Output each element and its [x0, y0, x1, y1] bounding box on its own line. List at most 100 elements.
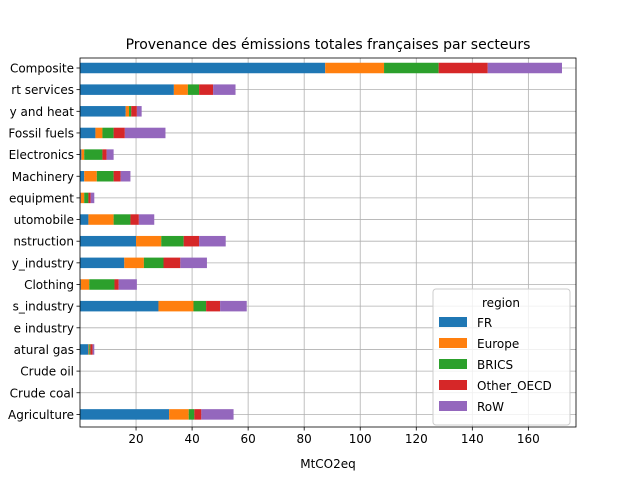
y-tick-label: atural gas: [14, 343, 74, 357]
bar-row-5: [120, 171, 131, 182]
y-tick-label: Machinery: [12, 170, 74, 184]
bar-fr-2: [80, 106, 126, 117]
y-tick-label: utomobile: [14, 213, 74, 227]
x-tick-label: 60: [240, 432, 255, 446]
bars-layer: [80, 62, 562, 420]
chart-title: Provenance des émissions totales françai…: [126, 37, 531, 53]
bar-brics-9: [143, 257, 164, 269]
bar-europe-9: [124, 257, 144, 269]
legend-frame: [432, 288, 571, 426]
bar-brics-0: [384, 62, 439, 74]
y-tick-label: Composite: [10, 62, 74, 76]
bar-brics-11: [193, 300, 207, 312]
legend-label-fr: FR: [477, 316, 492, 330]
bar-brics-7: [113, 214, 131, 225]
y-tick-labels: Composite rt services y and heat Fossil fue…: [8, 62, 74, 422]
bar-fr-5: [80, 171, 85, 182]
y-tick-label: rt services: [11, 83, 74, 97]
bar-fr-10: [80, 279, 81, 290]
legend-swatch-brics: [439, 359, 467, 369]
bar-brics-4: [84, 149, 103, 160]
bar-europe-10: [80, 279, 90, 290]
bar-brics-5: [96, 171, 114, 182]
legend-label-other-oecd: Other_OECD: [477, 379, 552, 393]
bar-row-6: [90, 192, 95, 204]
bar-brics-1: [187, 84, 200, 95]
bar-europe-5: [84, 171, 97, 182]
bar-fr-6: [80, 192, 81, 204]
bar-brics-8: [161, 235, 184, 247]
bar-other-oecd-0: [438, 62, 488, 74]
bar-europe-0: [325, 62, 385, 74]
legend-label-europe: Europe: [477, 337, 519, 351]
bar-europe-7: [88, 214, 114, 225]
bar-other-oecd-2: [131, 106, 137, 117]
bar-row-2: [136, 106, 142, 117]
bar-row-16: [201, 409, 234, 420]
bar-europe-6: [80, 192, 85, 204]
x-tick-label: 20: [128, 432, 143, 446]
bar-fr-8: [80, 235, 137, 247]
y-tick-label: Clothing: [24, 278, 74, 292]
legend-title: region: [482, 296, 520, 310]
bar-row-4: [106, 149, 114, 160]
y-tick-label: s_industry: [13, 300, 74, 314]
bar-brics-13: [89, 344, 91, 355]
bar-fr-1: [80, 84, 174, 95]
bar-europe-13: [88, 344, 90, 355]
bar-row-3: [124, 127, 166, 139]
y-tick-label: Crude coal: [10, 386, 74, 400]
y-tick-label: equipment: [9, 191, 74, 205]
bar-other-oecd-8: [183, 235, 200, 247]
bar-row-9: [180, 257, 207, 269]
bar-europe-8: [136, 235, 162, 247]
legend-label-row: RoW: [477, 400, 504, 414]
bar-other-oecd-1: [199, 84, 214, 95]
legend-label-brics: BRICS: [477, 358, 513, 372]
y-tick-label: y and heat: [10, 105, 75, 119]
x-tick-label: 40: [184, 432, 199, 446]
bar-europe-1: [173, 84, 188, 95]
bar-brics-10: [89, 279, 115, 290]
bar-brics-6: [84, 192, 89, 204]
bar-fr-0: [80, 62, 326, 74]
bar-europe-4: [81, 149, 85, 160]
plot-frame: [79, 57, 577, 428]
x-tick-label: 140: [461, 432, 484, 446]
bar-other-oecd-4: [102, 149, 107, 160]
legend-swatch-fr: [439, 317, 467, 327]
legend-items: FR Europe BRICS Other_OECD RoW: [439, 316, 552, 414]
bar-europe-2: [125, 106, 130, 117]
bar-other-oecd-10: [114, 279, 119, 290]
x-tick-label: 100: [349, 432, 372, 446]
legend-swatch-row: [439, 401, 467, 411]
y-tick-label: y_industry: [12, 256, 74, 270]
bar-brics-3: [102, 127, 114, 139]
y-tick-label: e industry: [14, 321, 74, 335]
bar-other-oecd-16: [194, 409, 202, 420]
bar-fr-7: [80, 214, 89, 225]
bar-other-oecd-3: [113, 127, 125, 139]
bar-fr-9: [80, 257, 125, 269]
y-tick-label: Electronics: [9, 148, 74, 162]
axes-layer: 20 40 60 80 100 120 140 160 Composite rt services…: [8, 57, 577, 446]
legend-swatch-other-oecd: [439, 380, 467, 390]
bar-row-10: [118, 279, 137, 290]
legend: region FR Europe BRICS Other_OECD RoW: [432, 288, 571, 426]
bar-other-oecd-6: [88, 192, 91, 204]
bar-row-8: [199, 235, 226, 247]
bar-europe-3: [95, 127, 103, 139]
bar-other-oecd-13: [90, 344, 93, 355]
y-tick-label: Agriculture: [8, 408, 74, 422]
bar-other-oecd-11: [206, 300, 221, 312]
x-tick-label: 160: [517, 432, 540, 446]
y-tick-label: Crude oil: [20, 365, 74, 379]
bar-other-oecd-7: [130, 214, 139, 225]
bar-fr-3: [80, 127, 96, 139]
bar-other-oecd-9: [163, 257, 181, 269]
bar-fr-13: [80, 344, 89, 355]
x-tick-label: 120: [405, 432, 428, 446]
bar-row-13: [92, 344, 95, 355]
